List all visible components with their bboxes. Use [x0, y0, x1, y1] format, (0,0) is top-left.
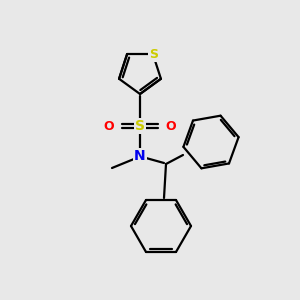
Text: O: O [104, 119, 114, 133]
Text: S: S [149, 48, 158, 61]
Text: N: N [134, 149, 146, 163]
Text: O: O [166, 119, 176, 133]
Text: S: S [135, 119, 145, 133]
